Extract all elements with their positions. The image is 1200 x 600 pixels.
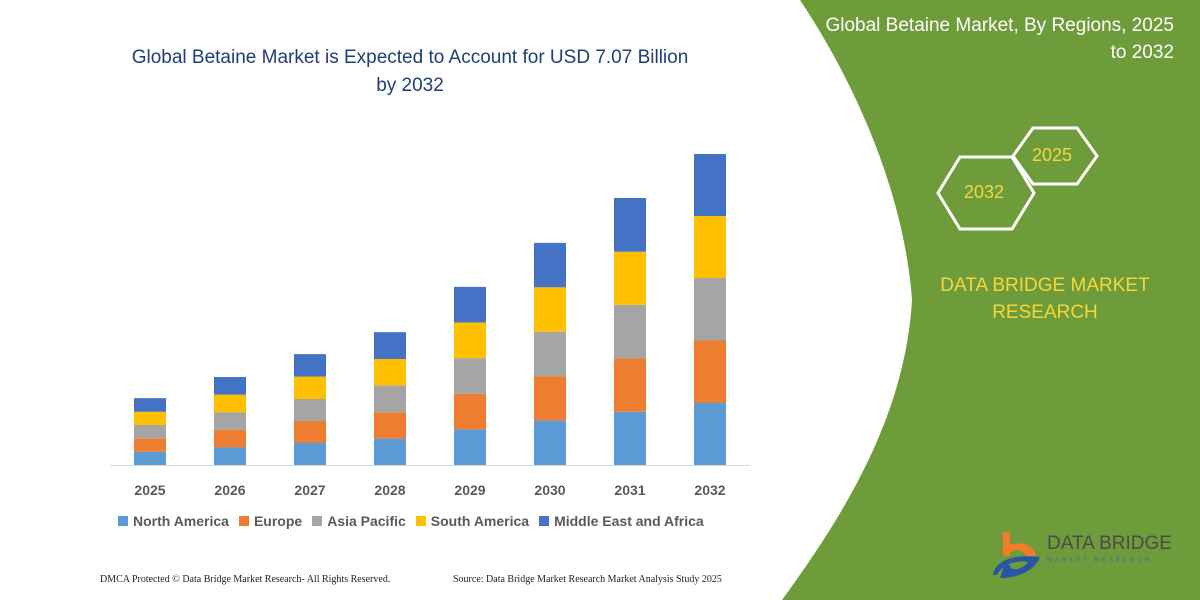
bar-segment-north-america-2032 <box>694 402 726 465</box>
bar-segment-south-america-2029 <box>454 322 486 359</box>
bar-segment-north-america-2028 <box>374 438 406 465</box>
x-tick-label: 2028 <box>374 482 405 498</box>
legend-swatch <box>312 516 323 526</box>
legend-swatch <box>238 516 249 526</box>
logo-text: DATA BRIDGE <box>1047 533 1172 554</box>
bar-segment-europe-2027 <box>294 421 326 444</box>
legend-label: North America <box>133 513 229 529</box>
x-tick-label: 2032 <box>694 482 725 498</box>
bar-segment-south-america-2031 <box>614 251 646 305</box>
bar-segment-middle-east-and-africa-2031 <box>614 197 646 252</box>
bar-segment-north-america-2030 <box>534 420 566 465</box>
bar-segment-middle-east-and-africa-2025 <box>134 398 166 412</box>
bar-segment-europe-2031 <box>614 358 646 412</box>
bar-segment-asia-pacific-2029 <box>454 358 486 394</box>
bar-segment-north-america-2025 <box>134 451 166 465</box>
bar-segment-europe-2028 <box>374 412 406 439</box>
bar-segment-asia-pacific-2027 <box>294 399 326 422</box>
chart-legend: North America Europe Asia Pacific South Ame… <box>118 513 704 529</box>
bar-segment-north-america-2027 <box>294 443 326 465</box>
hex-label-2032: 2032 <box>964 182 1005 202</box>
bar-segment-europe-2026 <box>214 429 246 448</box>
x-tick-label: 2027 <box>294 482 325 498</box>
bar-segment-asia-pacific-2032 <box>694 278 726 341</box>
x-tick-label: 2026 <box>214 482 245 498</box>
brand-name: DATA BRIDGE MARKET RESEARCH <box>940 275 1150 323</box>
bar-segment-north-america-2026 <box>214 447 246 465</box>
bar-segment-middle-east-and-africa-2032 <box>694 154 726 217</box>
bar-segment-middle-east-and-africa-2028 <box>374 332 406 359</box>
bar-segment-asia-pacific-2031 <box>614 304 646 359</box>
bar-segment-europe-2029 <box>454 393 486 430</box>
legend-label: Europe <box>253 513 303 529</box>
legend-label: Asia Pacific <box>327 513 406 529</box>
bar-segment-middle-east-and-africa-2030 <box>534 242 566 288</box>
legend-item: Middle East and Africa <box>539 513 704 529</box>
bar-segment-middle-east-and-africa-2029 <box>454 286 486 323</box>
legend-swatch <box>118 516 128 526</box>
legend-item: Asia Pacific <box>312 513 406 529</box>
stacked-bar-chart: 2025 2026 2027 2028 2029 2030 2031 2032 <box>110 154 750 498</box>
footer-copyright: DMCA Protected © Data Bridge Market Rese… <box>100 574 391 585</box>
x-tick-label: 2031 <box>614 482 645 498</box>
bar-segment-south-america-2025 <box>134 411 166 425</box>
bar-segment-asia-pacific-2026 <box>214 412 246 430</box>
x-tick-label: 2025 <box>134 482 165 498</box>
logo-icon <box>993 532 1040 578</box>
chart-title: Global Betaine Market is Expected to Acc… <box>131 47 689 96</box>
side-panel-title: Global Betaine Market, By Regions, 2025 … <box>825 15 1174 63</box>
legend-label: South America <box>430 513 530 529</box>
bar-segment-europe-2032 <box>694 340 726 403</box>
bar-segment-europe-2025 <box>134 438 166 452</box>
legend-item: North America <box>118 513 229 529</box>
legend-item: South America <box>415 513 530 529</box>
hexagon-2032 <box>936 155 1036 231</box>
legend-item: Europe <box>238 513 303 529</box>
bar-segment-middle-east-and-africa-2027 <box>294 354 326 377</box>
bar-segment-south-america-2030 <box>534 287 566 332</box>
bar-segment-south-america-2032 <box>694 216 726 279</box>
legend-swatch <box>539 516 550 526</box>
bar-segment-asia-pacific-2028 <box>374 385 406 413</box>
logo-subtext: MARKET RESEARCH <box>1047 558 1152 564</box>
bar-segment-asia-pacific-2030 <box>534 331 566 377</box>
bar-segment-europe-2030 <box>534 376 566 421</box>
bar-segment-middle-east-and-africa-2026 <box>214 377 246 395</box>
legend-label: Middle East and Africa <box>554 513 704 529</box>
x-tick-label: 2029 <box>454 482 485 498</box>
bar-segment-south-america-2026 <box>214 394 246 413</box>
legend-swatch <box>415 516 426 526</box>
hex-label-2025: 2025 <box>1032 145 1073 165</box>
bar-segment-south-america-2027 <box>294 376 326 400</box>
x-tick-label: 2030 <box>534 482 565 498</box>
bar-segment-south-america-2028 <box>374 358 406 386</box>
footer-source: Source: Data Bridge Market Research Mark… <box>453 574 722 585</box>
bar-segment-north-america-2029 <box>454 429 486 465</box>
bar-segment-asia-pacific-2025 <box>134 424 166 439</box>
bar-segment-north-america-2031 <box>614 411 646 465</box>
